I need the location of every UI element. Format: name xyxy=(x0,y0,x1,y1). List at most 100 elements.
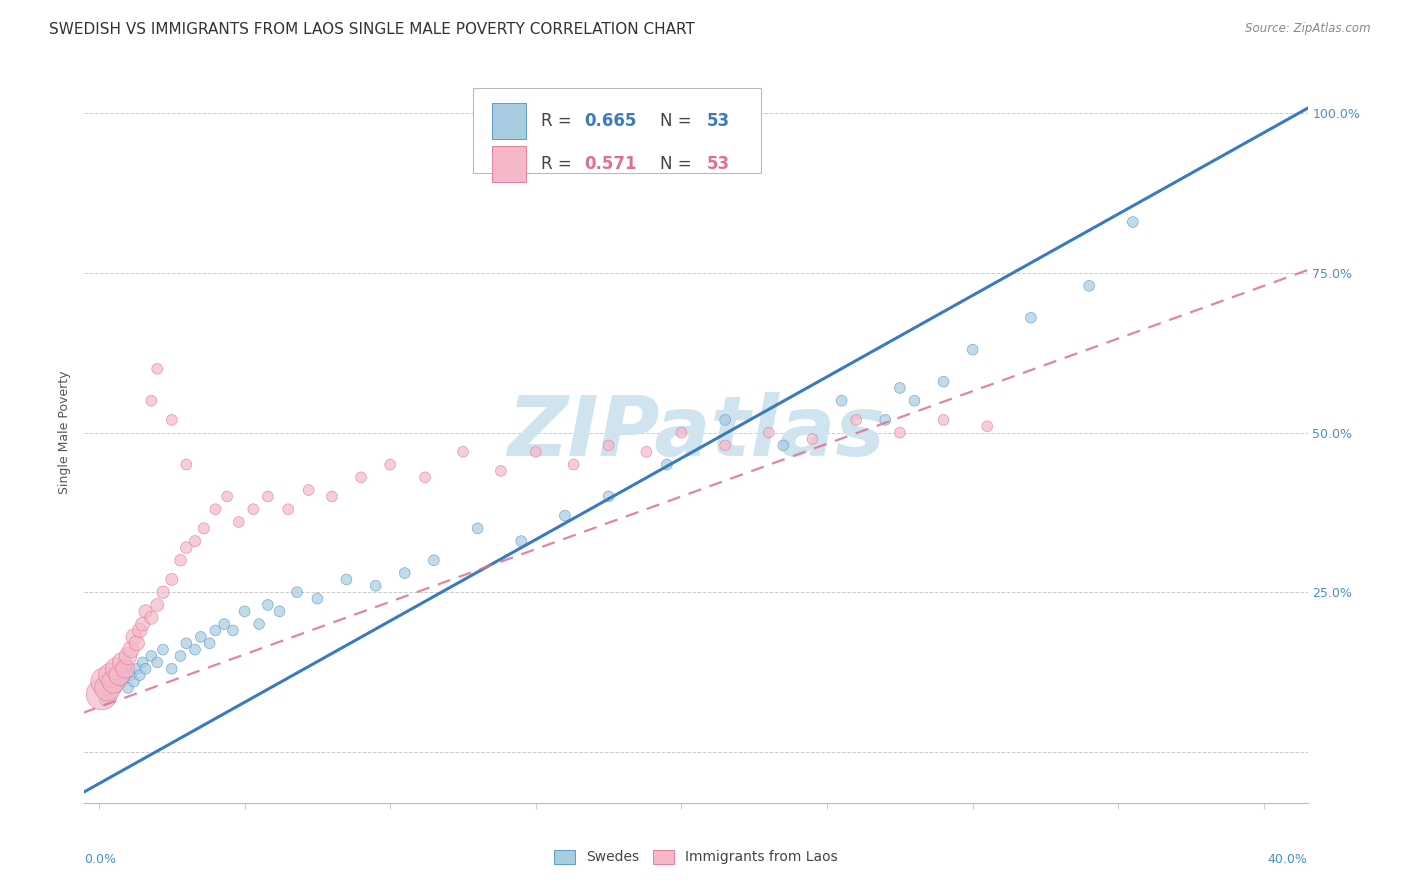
Point xyxy=(423,553,446,567)
Point xyxy=(321,490,343,504)
Point xyxy=(184,534,207,549)
Point xyxy=(307,591,329,606)
Point xyxy=(114,662,136,676)
Point xyxy=(146,656,169,670)
Point xyxy=(128,624,150,638)
Point xyxy=(160,662,183,676)
Point xyxy=(298,483,321,497)
Point xyxy=(233,604,256,618)
Point xyxy=(108,668,131,682)
Point xyxy=(198,636,221,650)
Point xyxy=(242,502,264,516)
Point xyxy=(131,656,153,670)
Point xyxy=(510,534,533,549)
Point xyxy=(108,668,131,682)
Point xyxy=(962,343,984,357)
Point xyxy=(111,674,134,689)
Point xyxy=(169,553,191,567)
Text: 0.571: 0.571 xyxy=(585,155,637,173)
Point xyxy=(489,464,512,478)
Point xyxy=(247,617,270,632)
Text: 0.665: 0.665 xyxy=(585,112,637,130)
Text: 53: 53 xyxy=(707,155,730,173)
Point xyxy=(174,458,197,472)
Point xyxy=(524,444,547,458)
Point xyxy=(655,458,678,472)
Point xyxy=(350,470,373,484)
FancyBboxPatch shape xyxy=(474,88,761,173)
Point xyxy=(111,656,134,670)
Y-axis label: Single Male Poverty: Single Male Poverty xyxy=(58,371,72,494)
Point xyxy=(380,458,402,472)
Point xyxy=(554,508,576,523)
Point xyxy=(845,413,868,427)
Point xyxy=(467,521,489,535)
Point xyxy=(103,674,125,689)
Point xyxy=(97,681,120,695)
Text: 0.0%: 0.0% xyxy=(84,853,117,866)
Point xyxy=(120,668,142,682)
Point xyxy=(204,624,226,638)
Text: ZIPatlas: ZIPatlas xyxy=(508,392,884,473)
Point xyxy=(257,490,280,504)
Point xyxy=(117,681,139,695)
Point xyxy=(598,438,620,452)
Text: R =: R = xyxy=(541,155,576,173)
Point xyxy=(100,668,122,682)
Point xyxy=(146,361,169,376)
Point xyxy=(269,604,291,618)
Point xyxy=(105,662,128,676)
Point xyxy=(93,694,115,708)
Point xyxy=(228,515,250,529)
Point xyxy=(714,438,737,452)
Point xyxy=(976,419,998,434)
Point xyxy=(117,648,139,663)
Point xyxy=(93,674,115,689)
Point xyxy=(772,438,794,452)
Point xyxy=(131,617,153,632)
Point xyxy=(90,687,112,701)
Point xyxy=(1078,278,1101,293)
Point xyxy=(801,432,824,446)
Point xyxy=(128,668,150,682)
Point xyxy=(105,681,128,695)
Point xyxy=(257,598,280,612)
Point xyxy=(141,393,163,408)
Text: R =: R = xyxy=(541,112,576,130)
Point xyxy=(125,662,148,676)
Point xyxy=(335,573,357,587)
Point xyxy=(141,611,163,625)
Point xyxy=(277,502,299,516)
Point xyxy=(714,413,737,427)
Point xyxy=(125,636,148,650)
Point xyxy=(671,425,693,440)
FancyBboxPatch shape xyxy=(492,146,526,182)
Point xyxy=(100,687,122,701)
Point xyxy=(114,662,136,676)
Point xyxy=(146,598,169,612)
Text: 40.0%: 40.0% xyxy=(1268,853,1308,866)
Point xyxy=(120,642,142,657)
Point xyxy=(889,425,911,440)
Point xyxy=(122,674,145,689)
Point xyxy=(169,648,191,663)
Point xyxy=(135,604,157,618)
Point xyxy=(212,617,235,632)
Point xyxy=(97,681,120,695)
Point xyxy=(204,502,226,516)
Text: 53: 53 xyxy=(707,112,730,130)
Point xyxy=(193,521,215,535)
Point xyxy=(758,425,780,440)
Point xyxy=(1019,310,1042,325)
Legend: Swedes, Immigrants from Laos: Swedes, Immigrants from Laos xyxy=(548,844,844,870)
Point xyxy=(217,490,239,504)
Point xyxy=(135,662,157,676)
Point xyxy=(831,393,853,408)
Point xyxy=(598,490,620,504)
Text: SWEDISH VS IMMIGRANTS FROM LAOS SINGLE MALE POVERTY CORRELATION CHART: SWEDISH VS IMMIGRANTS FROM LAOS SINGLE M… xyxy=(49,22,695,37)
Point xyxy=(889,381,911,395)
Point xyxy=(875,413,897,427)
Point xyxy=(122,630,145,644)
Text: N =: N = xyxy=(661,112,697,130)
Text: Source: ZipAtlas.com: Source: ZipAtlas.com xyxy=(1246,22,1371,36)
